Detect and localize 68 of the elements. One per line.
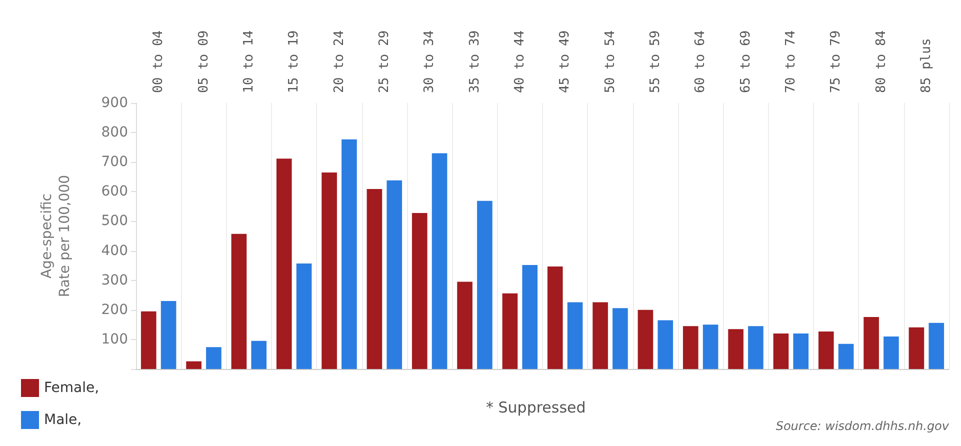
bar [522,264,538,369]
bar [140,311,156,369]
bar [638,310,654,369]
bar [728,329,744,369]
x-tick-label: 55 to 59 [648,30,663,93]
bar [206,347,222,369]
y-tick-label: 100 [101,331,128,348]
bar [186,361,202,369]
x-tick-label: 50 to 54 [602,30,618,93]
x-tick-label: 40 to 44 [512,30,528,93]
bar [592,302,608,369]
bar [793,334,809,369]
bar [386,180,402,369]
bar [773,334,789,369]
bar [342,139,357,369]
x-tick-label: 15 to 19 [286,30,302,93]
legend-label: Female, [44,380,100,396]
legend-label: Male, [44,412,82,428]
bar [477,200,492,369]
x-tick-label: 05 to 09 [196,30,212,93]
bar [276,158,292,369]
x-tick-label: 10 to 14 [241,30,256,93]
bar [412,212,428,369]
x-tick-label: 45 to 49 [558,30,573,93]
x-tick-label: 85 plus [918,38,934,93]
bar [928,322,944,369]
bar [502,293,518,369]
source-note: Source: wisdom.dhhs.nh.gov [776,419,950,433]
bar [612,308,628,369]
x-tick-label: 35 to 39 [467,30,482,93]
bar [838,344,854,369]
x-tick-label: 65 to 69 [738,30,754,93]
bar [322,172,337,369]
bar [702,324,718,369]
bar [457,282,472,369]
y-tick-label: 200 [101,302,128,318]
bar [231,234,247,369]
bar [160,301,176,369]
bar [366,189,382,369]
y-tick-label: 700 [101,154,128,170]
bar [908,327,924,369]
bar [748,326,764,369]
x-tick-label: 80 to 84 [874,30,889,93]
y-axis-title: Age-specific Rate per 100,000 [39,174,73,298]
bar [818,331,834,369]
y-tick-label: 500 [101,213,128,230]
x-tick-label: 30 to 34 [422,30,438,93]
x-tick-label: 20 to 24 [332,30,347,93]
x-tick-label: 00 to 04 [151,30,166,93]
bar [682,326,698,369]
x-tick-label: 70 to 74 [783,30,798,93]
bar [251,340,267,369]
x-tick-label: 25 to 29 [376,30,392,93]
bar [567,302,583,369]
bar [884,336,899,369]
y-tick-label: 600 [101,184,128,200]
y-tick-label: 900 [101,95,128,111]
text: * Suppressed [486,398,586,416]
y-tick-label: 400 [101,242,128,259]
bar [864,316,879,369]
bar [547,266,563,369]
y-tick-label: 300 [101,272,128,288]
y-tick-label: 800 [101,124,128,141]
bar [296,263,312,369]
bar [658,320,674,369]
x-tick-label: 60 to 64 [693,30,708,93]
x-tick-label: 75 to 79 [828,30,844,93]
bar [432,153,448,369]
